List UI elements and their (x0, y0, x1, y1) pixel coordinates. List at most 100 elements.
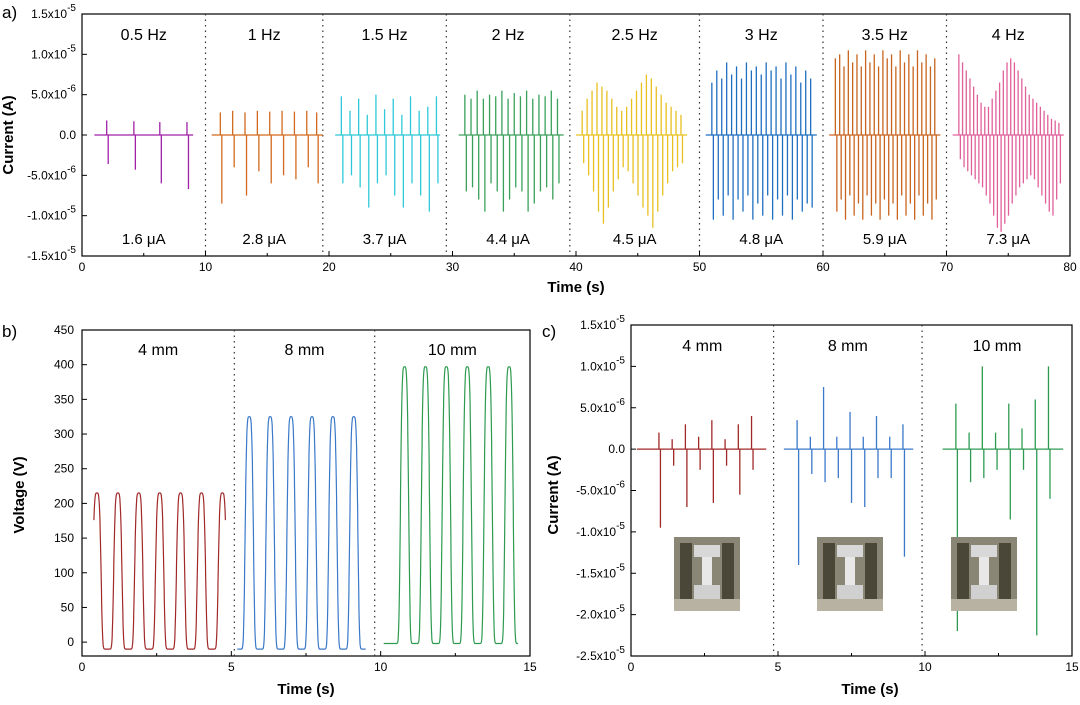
y-axis-title: Current (A) (0, 95, 17, 174)
panel-c: c)0 5 10 151.5x10-51.0x10-55.0x10-60.0-5.0x… (542, 314, 1079, 698)
segment-label: 1.5 Hz (361, 27, 407, 44)
y-tick-label: 1.0x10-5 (31, 43, 76, 61)
y-tick-label-base: -1.5x10 (576, 566, 616, 580)
peak-current-label: 4.4 μA (486, 231, 530, 248)
x-tick-label: 10 (199, 260, 213, 274)
x-tick-label: 20 (322, 260, 336, 274)
panel-b: b)0 5 10 15050100150200250300350400450Time … (2, 322, 537, 698)
y-tick-label-exp: -5 (616, 355, 625, 366)
peak-current-label: 3.7 μA (363, 231, 407, 248)
y-tick-label-base: 1.0x10 (31, 47, 67, 61)
peak-current-label: 5.9 μA (863, 231, 907, 248)
x-tick-label: 60 (816, 260, 830, 274)
y-tick-label-base: -1.0x10 (576, 525, 616, 539)
series-4-Hz (952, 54, 1064, 232)
device-photo (951, 537, 1017, 611)
x-tick-label: 40 (569, 260, 583, 274)
y-tick-label: 250 (54, 462, 74, 476)
x-axis-title: Time (s) (841, 681, 898, 698)
y-tick-label: 0.0 (59, 128, 76, 142)
photo-base (951, 599, 1017, 611)
photo-left-clamp (957, 543, 969, 609)
y-tick-label-base: -1.5x10 (27, 249, 67, 263)
y-tick-label: 1.5x10-5 (31, 3, 76, 21)
photo-base (674, 599, 740, 611)
series-2-5-Hz (576, 74, 688, 228)
y-tick-label: -1.0x10-5 (576, 521, 625, 539)
photo-top-block (837, 545, 863, 557)
segment-label: 8 mm (828, 338, 868, 355)
y-tick-label: -5.0x10-6 (576, 480, 625, 498)
series-3-Hz (705, 62, 817, 220)
series-2-Hz (458, 90, 564, 212)
photo-right-clamp (999, 543, 1011, 609)
y-tick-label: 200 (54, 496, 74, 510)
y-tick-label: 0 (67, 635, 74, 649)
series-4-mm (93, 492, 226, 650)
x-tick-label: 50 (693, 260, 707, 274)
segment-label: 3.5 Hz (862, 27, 908, 44)
photo-bottom-block (971, 585, 997, 603)
segment-label: 1 Hz (248, 27, 281, 44)
segment-label: 2 Hz (492, 27, 525, 44)
photo-sample (979, 557, 989, 585)
y-tick-label-exp: -5 (67, 3, 76, 14)
segment-label: 2.5 Hz (612, 27, 658, 44)
x-tick-label: 5 (775, 660, 782, 674)
segment-label: 10 mm (428, 342, 477, 359)
segment-label: 4 Hz (992, 27, 1025, 44)
series-4-mm (636, 416, 767, 528)
photo-sample (845, 557, 855, 585)
peak-current-label: 2.8 μA (242, 231, 286, 248)
y-tick-label: -1.5x10-5 (27, 245, 76, 263)
y-tick-label-exp: -6 (67, 164, 76, 175)
y-tick-label-base: -5.0x10 (27, 168, 67, 182)
x-tick-label: 0 (628, 660, 635, 674)
voltage-trace (237, 416, 366, 650)
peak-current-label: 7.3 μA (986, 231, 1030, 248)
photo-right-clamp (722, 543, 734, 609)
y-tick-label: 1.0x10-5 (580, 355, 625, 373)
y-tick-label: 0.0 (608, 442, 625, 456)
y-tick-label-base: 1.0x10 (580, 359, 616, 373)
panel-letter: b) (2, 322, 17, 341)
y-tick-label: 300 (54, 427, 74, 441)
photo-top-block (694, 545, 720, 557)
x-tick-label: 70 (940, 260, 954, 274)
voltage-trace (93, 492, 226, 650)
segment-label: 4 mm (138, 342, 178, 359)
y-axis-title: Current (A) (545, 455, 562, 534)
y-tick-label-base: 0.0 (59, 128, 76, 142)
x-tick-label: 10 (374, 660, 388, 674)
photo-bottom-block (694, 585, 720, 603)
device-photo (674, 537, 740, 611)
segment-label: 4 mm (682, 338, 722, 355)
y-tick-label: 5.0x10-6 (580, 397, 625, 415)
y-tick-label: 450 (54, 323, 74, 337)
panel-letter: a) (2, 3, 17, 22)
series-10-mm (383, 366, 519, 645)
y-axis-title: Voltage (V) (11, 456, 28, 533)
x-tick-label: 0 (79, 660, 86, 674)
segment-label: 3 Hz (745, 27, 778, 44)
y-tick-label: -2.5x10-5 (576, 645, 625, 663)
series-1-Hz (211, 110, 323, 204)
y-tick-label: 100 (54, 566, 74, 580)
y-tick-label: 50 (61, 600, 75, 614)
series-8-mm (237, 416, 366, 650)
photo-top-block (971, 545, 997, 557)
y-tick-label-base: 1.5x10 (31, 7, 67, 21)
y-tick-label-exp: -5 (616, 314, 625, 325)
photo-sample (702, 557, 712, 585)
y-tick-label: 1.5x10-5 (580, 314, 625, 332)
y-tick-label-base: 5.0x10 (31, 88, 67, 102)
photo-left-clamp (823, 543, 835, 609)
peak-current-label: 4.5 μA (613, 231, 657, 248)
y-tick-label-base: 5.0x10 (580, 401, 616, 415)
y-tick-label-base: 0.0 (608, 442, 625, 456)
series-8-mm (783, 387, 914, 565)
y-tick-label-base: -2.0x10 (576, 608, 616, 622)
y-tick-label-exp: -5 (616, 604, 625, 615)
y-tick-label-base: 1.5x10 (580, 318, 616, 332)
